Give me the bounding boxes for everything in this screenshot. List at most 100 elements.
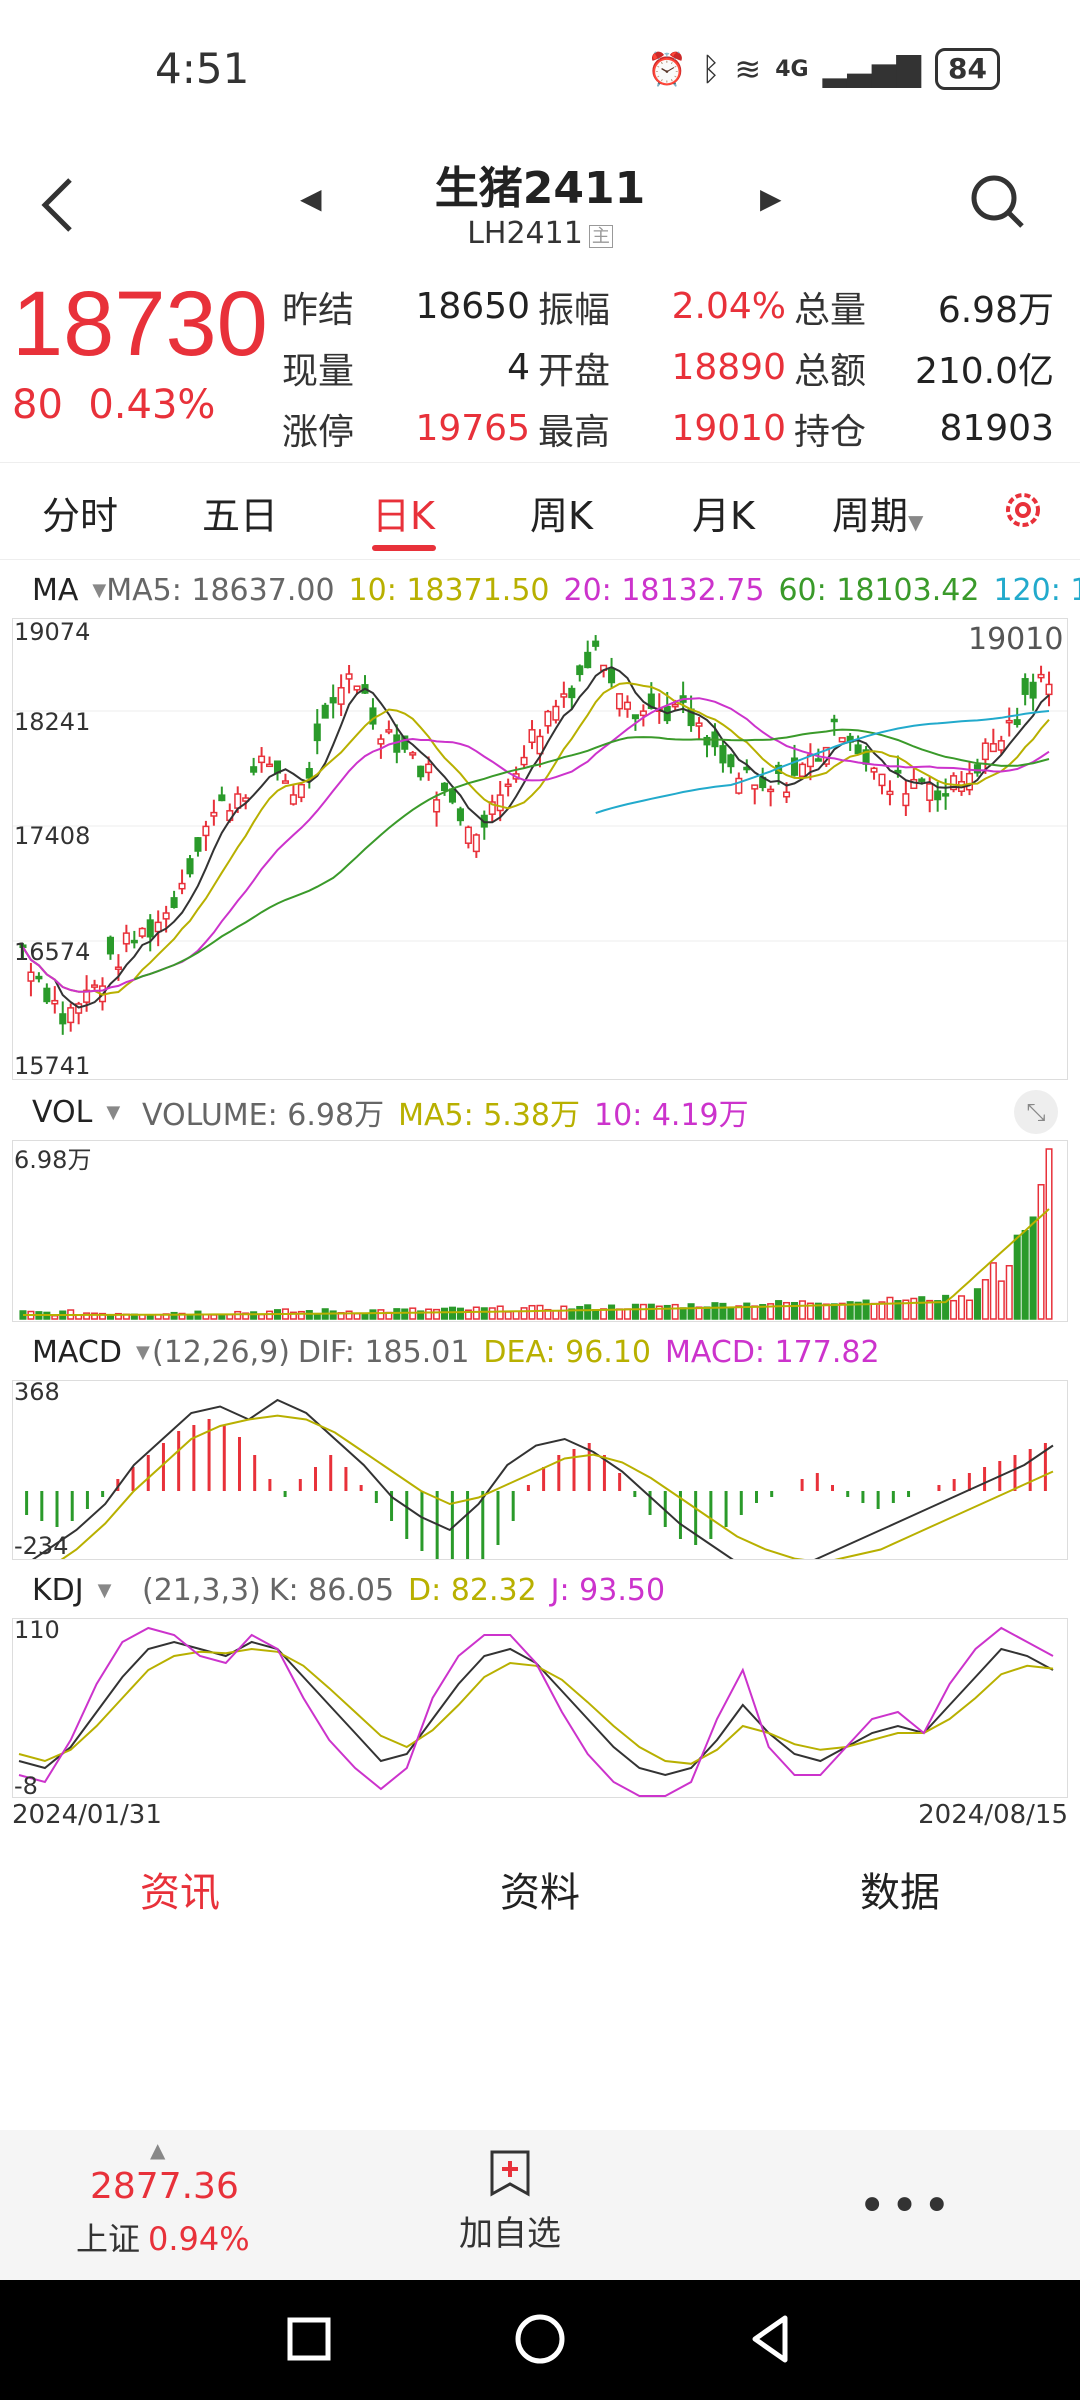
volume-bar [512, 1310, 520, 1320]
candle-body [838, 737, 846, 743]
back-nav-icon[interactable] [752, 2315, 788, 2363]
candle-body [886, 790, 894, 796]
volume-bar [655, 1305, 663, 1320]
candle-body [719, 745, 727, 764]
candle-body [440, 782, 449, 792]
volume-bar [608, 1304, 616, 1320]
candle-body [1013, 719, 1021, 726]
tab-monthly-k[interactable]: 月K [692, 494, 755, 538]
volume-bar [1021, 1229, 1029, 1320]
candle-body [520, 756, 528, 766]
quote-panel: 18730 80 0.43% 昨结 18650 振幅 2.04% 总量 6.98万 现量 4 开… [0, 272, 1080, 462]
expand-icon[interactable]: ⤡ [1014, 1090, 1058, 1134]
volume-bar [918, 1296, 926, 1320]
volume-bar [751, 1305, 759, 1320]
tab-timeshare[interactable]: 分时 [42, 494, 119, 538]
tab-daily-k[interactable]: 日K [372, 494, 435, 538]
status-time: 4:51 [155, 44, 250, 93]
vol-header: VOL ▼ VOLUME: 6.98万 MA5: 5.38万 10: 4.19万 [0, 1084, 1080, 1140]
volume-bar [234, 1310, 242, 1320]
wifi-icon: ≋ [734, 50, 762, 88]
info-tabs: 资讯 资料 数据 [0, 1850, 1080, 1930]
candle-body [130, 939, 138, 944]
candle-body [369, 707, 377, 725]
ma-selector[interactable]: MA ▼ [32, 573, 106, 608]
back-button[interactable] [30, 170, 100, 240]
macd-value: MACD: 177.82 [665, 1334, 880, 1370]
kdj-axis-label: 110 [14, 1616, 60, 1644]
price-axis-label: 18241 [14, 708, 91, 736]
candle-body [623, 701, 632, 710]
macd-chart[interactable] [12, 1380, 1068, 1560]
volume-bar [631, 1303, 639, 1320]
home-icon[interactable] [515, 2314, 565, 2364]
volume-bar [242, 1312, 250, 1320]
tab-news[interactable]: 资讯 [140, 1870, 220, 1916]
volume-bar [838, 1302, 846, 1320]
tab-period[interactable]: 周期▼ [832, 485, 923, 540]
ma-name: MA [32, 572, 79, 608]
candle-body [767, 788, 775, 793]
settings-button[interactable] [998, 485, 1048, 535]
volume-bar [846, 1301, 854, 1320]
volume-bar [345, 1310, 353, 1320]
volume-bar [417, 1310, 425, 1320]
index-name: 上证 [76, 2220, 141, 2258]
volume-chart[interactable] [12, 1140, 1068, 1322]
volume-bar [258, 1313, 266, 1320]
search-button[interactable] [966, 170, 1030, 234]
volume-bar [981, 1279, 989, 1320]
tab-data[interactable]: 数据 [860, 1870, 940, 1916]
main-contract-badge: 主 [588, 224, 613, 248]
candle-body [472, 834, 480, 853]
kdj-axis-label: -8 [14, 1772, 38, 1800]
kdj-selector[interactable]: KDJ ▼ [32, 1573, 142, 1608]
tab-weekly-k[interactable]: 周K [530, 494, 593, 538]
volume-bar [711, 1302, 719, 1320]
candle-body [281, 780, 289, 784]
volume-bar [830, 1303, 838, 1320]
volume-bar [114, 1312, 122, 1320]
candle-body [1005, 719, 1013, 724]
candlestick-chart[interactable] [12, 618, 1068, 1080]
quote-value: 6.98万 [937, 289, 1054, 331]
last-price: 18730 [12, 273, 268, 375]
kdj-k-value: K: 86.05 [268, 1572, 395, 1608]
kdj-chart[interactable] [12, 1618, 1068, 1798]
candle-body [1029, 681, 1037, 699]
volume-bar [329, 1310, 337, 1320]
candle-body [289, 794, 297, 805]
tab-profile[interactable]: 资料 [500, 1870, 580, 1916]
caret-down-icon: ▼ [135, 1341, 150, 1363]
candle-body [496, 794, 504, 812]
index-value[interactable]: 2877.36 [90, 2166, 239, 2207]
candle-body [305, 768, 313, 779]
candle-body [377, 738, 385, 745]
ma10-line [22, 681, 1050, 996]
macd-dea-line [60, 1414, 1054, 1559]
vol-selector[interactable]: VOL ▼ [32, 1095, 142, 1130]
recent-apps-icon[interactable] [287, 2317, 331, 2361]
candle-body [576, 665, 584, 676]
ma60-value: 60: 18103.42 [778, 572, 980, 608]
volume-bar [83, 1312, 91, 1320]
candle-body [146, 919, 154, 938]
more-button[interactable]: ••• [858, 2178, 955, 2234]
volume-bar [790, 1301, 799, 1320]
add-favorite-button[interactable]: 加自选 [440, 2148, 580, 2255]
volume-bar [886, 1296, 894, 1320]
index-expand-icon[interactable]: ▲ [150, 2138, 166, 2162]
index-label[interactable]: 上证 0.94% [76, 2214, 250, 2260]
macd-selector[interactable]: MACD ▼ [32, 1335, 152, 1370]
macd-axis-label: -234 [14, 1532, 69, 1560]
volume-bar [393, 1308, 401, 1320]
prev-contract-button[interactable]: ◀ [300, 182, 322, 215]
next-contract-button[interactable]: ▶ [760, 182, 782, 215]
volume-bar [910, 1297, 918, 1320]
volume-bar [552, 1310, 560, 1320]
macd-dif-line [31, 1398, 1054, 1559]
tab-five-day[interactable]: 五日 [202, 494, 279, 538]
macd-dif-value: DIF: 185.01 [297, 1334, 470, 1370]
volume-bar [934, 1300, 942, 1320]
end-date: 2024/08/15 [918, 1800, 1068, 1830]
